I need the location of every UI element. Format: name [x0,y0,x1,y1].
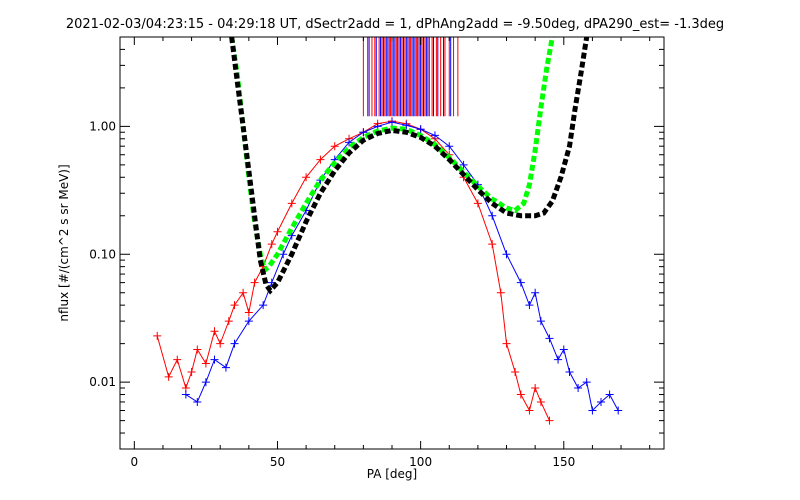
y-tick-label: 0.01 [89,375,116,389]
data-point-red [330,142,339,151]
data-point-red [488,240,497,249]
data-point-red [525,406,534,415]
series-line-red [156,120,550,421]
data-point-blue [279,250,288,259]
data-point-red [210,327,219,336]
data-point-blue [181,390,190,399]
x-tick-label: 100 [409,455,432,469]
data-point-red [511,368,520,377]
data-point-blue [244,317,253,326]
data-point-red [224,317,233,326]
x-axis-label: PA [deg] [367,467,417,481]
data-point-blue [536,317,545,326]
data-point-blue [210,355,219,364]
data-point-red [216,339,225,348]
y-tick-label: 1.00 [89,119,116,133]
data-point-blue [516,278,525,287]
chart-title: 2021-02-03/04:23:15 - 04:29:18 UT, dSect… [66,17,724,32]
data-point-blue [402,121,411,130]
data-point-blue [574,383,583,392]
data-point-blue [597,397,606,406]
data-point-red [267,240,276,249]
data-point-red [316,155,325,164]
data-point-red [230,301,239,310]
data-point-red [193,345,202,354]
data-point-blue [582,378,591,387]
data-point-red [273,227,282,236]
data-point-red [153,331,162,340]
axes: 0 50 100 150 0.01 0.10 1.00 [89,36,664,469]
data-point-red [516,390,525,399]
data-point-blue [588,406,597,415]
data-point-blue [416,125,425,134]
data-point-red [201,359,210,368]
data-point-blue [445,142,454,151]
y-axis-label: nflux [#/(cm^2 s sr MeV)] [57,164,71,321]
data-point-blue [545,334,554,343]
series-line-blue [185,121,619,412]
data-point-blue [502,250,511,259]
data-point-red [250,278,259,287]
data-point-red [239,288,248,297]
data-point-blue [459,160,468,169]
data-point-blue [559,345,568,354]
data-point-blue [230,339,239,348]
data-point-blue [554,355,563,364]
data-point-blue [221,363,230,372]
data-point-blue [193,397,202,406]
data-point-red [545,416,554,425]
data-point-red [536,397,545,406]
data-point-red [287,199,296,208]
data-point-blue [525,301,534,310]
data-point-blue [565,368,574,377]
data-point-blue [388,118,396,127]
y-tick-label: 0.10 [89,247,116,261]
data-point-blue [605,390,614,399]
data-point-blue [614,406,623,415]
data-point-red [473,199,482,208]
plot-area [153,37,623,425]
data-point-blue [201,378,210,387]
data-point-blue [488,211,497,220]
x-tick-label: 50 [270,455,285,469]
data-point-blue [359,128,368,137]
data-point-red [244,308,253,317]
data-point-blue [259,301,268,310]
data-point-blue [345,138,354,147]
data-point-red [164,372,173,381]
x-tick-label: 150 [552,455,575,469]
data-point-blue [531,288,540,297]
data-point-red [187,368,196,377]
data-point-red [531,383,540,392]
data-point-red [496,288,505,297]
data-point-red [502,339,511,348]
data-point-red [173,355,182,364]
fit-curve-black [229,37,590,295]
data-point-red [302,173,311,182]
x-tick-label: 0 [130,455,138,469]
data-point-blue [430,131,439,140]
